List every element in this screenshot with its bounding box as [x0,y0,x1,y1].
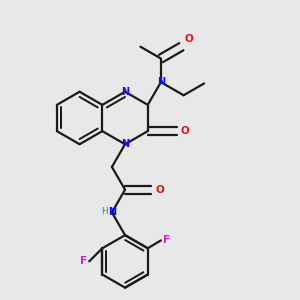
Text: N: N [157,77,165,87]
Text: F: F [80,256,87,266]
Text: H: H [101,207,108,216]
Text: O: O [155,185,164,195]
Text: O: O [181,126,189,136]
Text: N: N [121,139,129,149]
Text: O: O [184,34,193,44]
Text: F: F [164,236,171,245]
Text: N: N [121,87,129,97]
Text: N: N [108,207,116,218]
